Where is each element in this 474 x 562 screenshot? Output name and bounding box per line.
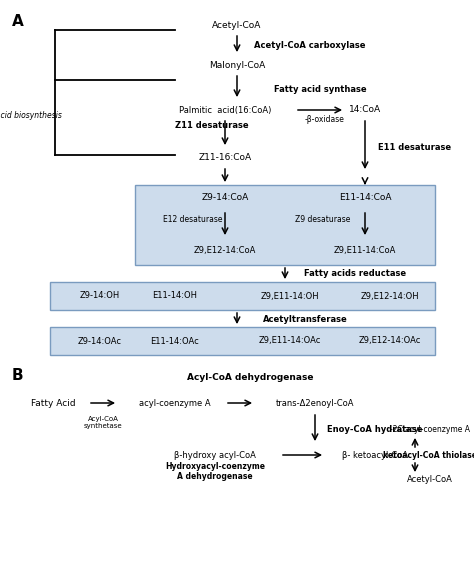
Text: Z9-14:OAc: Z9-14:OAc — [78, 337, 122, 346]
FancyBboxPatch shape — [135, 185, 435, 265]
Text: Acetyl-CoA: Acetyl-CoA — [407, 475, 453, 484]
Text: Acetyl-CoA: Acetyl-CoA — [212, 20, 262, 29]
Text: Z9,E11-14:OAc: Z9,E11-14:OAc — [259, 337, 321, 346]
Text: E11-14:CoA: E11-14:CoA — [339, 193, 391, 202]
Text: acyl-coenzyme A: acyl-coenzyme A — [139, 398, 211, 407]
Text: trans-Δ2enoyl-CoA: trans-Δ2enoyl-CoA — [276, 398, 354, 407]
Text: Acetyl-CoA carboxylase: Acetyl-CoA carboxylase — [254, 40, 366, 49]
Text: Fatty Acid: Fatty Acid — [31, 398, 75, 407]
Text: Z9 desaturase: Z9 desaturase — [295, 215, 350, 224]
Text: Z9-14:CoA: Z9-14:CoA — [201, 193, 249, 202]
Text: ketoacyl-CoA thiolase: ketoacyl-CoA thiolase — [383, 451, 474, 460]
Text: Fatty acid biosynthesis: Fatty acid biosynthesis — [0, 111, 62, 120]
Text: Fatty acids reductase: Fatty acids reductase — [304, 270, 406, 279]
Text: Fatty acid synthase: Fatty acid synthase — [273, 84, 366, 93]
Text: Z11 desaturase: Z11 desaturase — [175, 121, 249, 130]
Text: Enoy-CoA hydratase: Enoy-CoA hydratase — [327, 425, 423, 434]
FancyBboxPatch shape — [50, 327, 435, 355]
Text: Palmitic  acid(16:CoA): Palmitic acid(16:CoA) — [179, 106, 271, 115]
Text: A: A — [12, 14, 24, 29]
Text: Z9,E12-14:OH: Z9,E12-14:OH — [361, 292, 419, 301]
Text: Malonyl-CoA: Malonyl-CoA — [209, 61, 265, 70]
Text: β-hydroxy acyl-CoA: β-hydroxy acyl-CoA — [174, 451, 256, 460]
Text: β- ketoacyl-CoA: β- ketoacyl-CoA — [342, 451, 408, 460]
Text: -2C acyl-coenzyme A: -2C acyl-coenzyme A — [390, 425, 470, 434]
Text: Acyl-CoA
synthetase: Acyl-CoA synthetase — [84, 416, 122, 429]
Text: E12 desaturase: E12 desaturase — [163, 215, 222, 224]
Text: Acyl-CoA dehydrogenase: Acyl-CoA dehydrogenase — [187, 374, 313, 383]
Text: Acetyltransferase: Acetyltransferase — [263, 315, 347, 324]
Text: Z9,E12-14:OAc: Z9,E12-14:OAc — [359, 337, 421, 346]
Text: Hydroxyacyl-coenzyme
A dehydrogenase: Hydroxyacyl-coenzyme A dehydrogenase — [165, 462, 265, 482]
Text: E11 desaturase: E11 desaturase — [378, 143, 452, 152]
Text: Z9,E11-14:CoA: Z9,E11-14:CoA — [334, 246, 396, 255]
Text: Z9-14:OH: Z9-14:OH — [80, 292, 120, 301]
Text: E11-14:OAc: E11-14:OAc — [151, 337, 200, 346]
Text: Z9,E12-14:CoA: Z9,E12-14:CoA — [194, 246, 256, 255]
Text: -β-oxidase: -β-oxidase — [305, 115, 345, 124]
Text: Z11-16:CoA: Z11-16:CoA — [199, 153, 252, 162]
Text: E11-14:OH: E11-14:OH — [153, 292, 198, 301]
Text: Z9,E11-14:OH: Z9,E11-14:OH — [261, 292, 319, 301]
Text: 14:CoA: 14:CoA — [349, 106, 381, 115]
Text: B: B — [12, 368, 24, 383]
FancyBboxPatch shape — [50, 282, 435, 310]
